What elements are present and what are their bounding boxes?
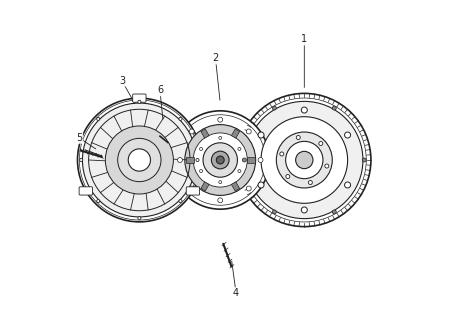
Circle shape: [189, 186, 194, 191]
Circle shape: [302, 107, 307, 113]
Circle shape: [105, 126, 173, 194]
Circle shape: [216, 156, 224, 164]
Circle shape: [296, 151, 313, 169]
Circle shape: [212, 151, 229, 169]
Circle shape: [332, 210, 336, 214]
Circle shape: [77, 98, 201, 222]
Circle shape: [325, 164, 329, 168]
Circle shape: [345, 182, 351, 188]
Circle shape: [276, 132, 332, 188]
Circle shape: [97, 200, 100, 203]
Circle shape: [362, 158, 366, 162]
Bar: [231, 182, 239, 191]
Bar: [247, 157, 255, 163]
Text: 6: 6: [157, 85, 163, 95]
Circle shape: [219, 181, 222, 184]
Text: 3: 3: [119, 76, 125, 86]
Circle shape: [118, 138, 161, 182]
Circle shape: [272, 106, 276, 110]
Circle shape: [286, 174, 290, 179]
Circle shape: [243, 158, 246, 162]
Text: 4: 4: [233, 288, 239, 298]
Text: 2: 2: [212, 53, 219, 63]
Circle shape: [246, 129, 251, 134]
Circle shape: [171, 111, 270, 209]
Circle shape: [82, 103, 196, 217]
Circle shape: [138, 217, 141, 220]
FancyBboxPatch shape: [133, 94, 146, 102]
Bar: [231, 129, 239, 138]
Circle shape: [258, 182, 264, 188]
Circle shape: [200, 148, 202, 150]
Circle shape: [319, 141, 323, 146]
Circle shape: [138, 100, 141, 103]
Circle shape: [219, 136, 222, 139]
Circle shape: [238, 93, 371, 227]
Circle shape: [238, 148, 241, 150]
Circle shape: [258, 132, 264, 138]
Circle shape: [258, 157, 263, 163]
Circle shape: [189, 129, 194, 134]
Circle shape: [193, 133, 248, 187]
Circle shape: [246, 186, 251, 191]
Text: 5: 5: [76, 133, 82, 143]
Circle shape: [238, 170, 241, 172]
Circle shape: [332, 106, 336, 110]
Bar: [186, 157, 194, 163]
Text: 1: 1: [301, 35, 307, 44]
Circle shape: [97, 117, 100, 120]
Circle shape: [179, 200, 182, 203]
Circle shape: [185, 124, 256, 196]
Circle shape: [280, 152, 284, 156]
Bar: [201, 182, 209, 191]
Circle shape: [128, 149, 150, 171]
Circle shape: [177, 157, 182, 163]
FancyBboxPatch shape: [186, 187, 200, 195]
Bar: [201, 129, 209, 138]
Circle shape: [246, 101, 363, 219]
Circle shape: [345, 132, 351, 138]
Circle shape: [179, 117, 182, 120]
Circle shape: [218, 117, 223, 122]
Circle shape: [203, 143, 238, 177]
Circle shape: [80, 158, 83, 162]
Circle shape: [200, 170, 202, 172]
Circle shape: [286, 141, 323, 179]
Circle shape: [296, 135, 300, 140]
Circle shape: [218, 198, 223, 203]
Circle shape: [261, 117, 347, 203]
FancyBboxPatch shape: [79, 187, 92, 195]
Circle shape: [308, 180, 312, 185]
Circle shape: [272, 210, 276, 214]
Circle shape: [196, 158, 199, 162]
Circle shape: [302, 207, 307, 213]
